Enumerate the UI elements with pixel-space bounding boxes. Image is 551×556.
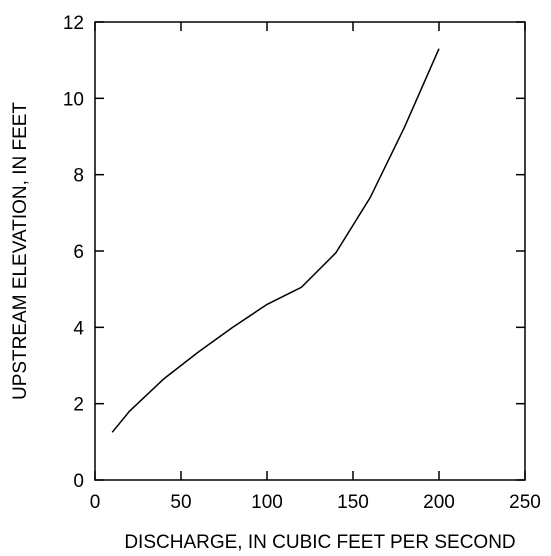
series-line	[111, 48, 440, 433]
y-axis-title: UPSTREAM ELEVATION, IN FEET	[10, 102, 31, 400]
x-tick-label: 200	[423, 492, 455, 513]
x-tick-label: 0	[90, 492, 101, 513]
x-tick-label: 100	[251, 492, 283, 513]
y-tick-label: 6	[73, 242, 84, 263]
y-tick-label: 8	[73, 166, 84, 187]
y-tick-label: 2	[73, 395, 84, 416]
y-axis-ticks: 0 2 4 6 8 10 12	[63, 13, 525, 492]
y-tick-label: 12	[63, 13, 84, 34]
x-tick-label: 250	[509, 492, 541, 513]
plot-frame	[94, 21, 526, 481]
y-tick-label: 4	[73, 318, 84, 339]
x-tick-label: 50	[170, 492, 191, 513]
x-axis-ticks: 0 50 100 150 200 250	[90, 22, 541, 513]
y-tick-label: 10	[63, 89, 84, 110]
y-tick-label: 0	[73, 471, 84, 492]
x-tick-label: 150	[337, 492, 369, 513]
x-axis-title: DISCHARGE, IN CUBIC FEET PER SECOND	[124, 532, 515, 553]
